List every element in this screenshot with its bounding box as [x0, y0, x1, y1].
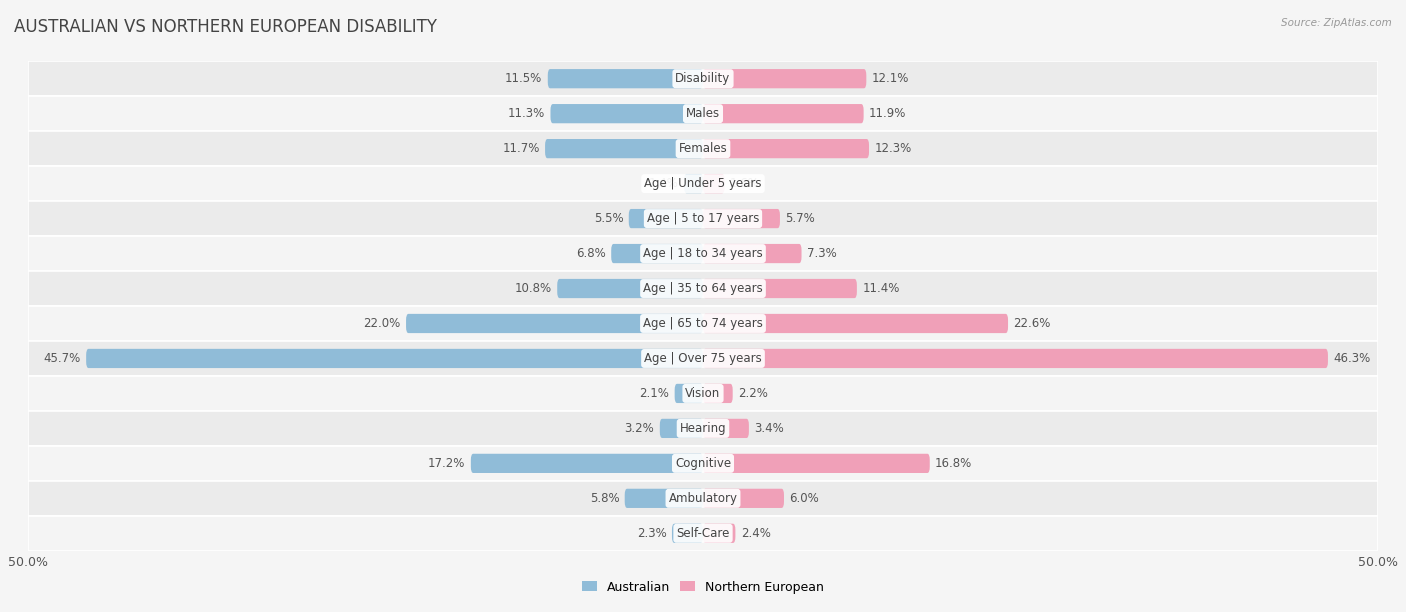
FancyBboxPatch shape — [628, 209, 703, 228]
Text: 3.4%: 3.4% — [754, 422, 785, 435]
Text: Age | 35 to 64 years: Age | 35 to 64 years — [643, 282, 763, 295]
FancyBboxPatch shape — [703, 314, 1008, 333]
Text: 11.9%: 11.9% — [869, 107, 907, 120]
FancyBboxPatch shape — [703, 209, 780, 228]
Text: 5.5%: 5.5% — [593, 212, 623, 225]
FancyBboxPatch shape — [703, 384, 733, 403]
Text: Vision: Vision — [685, 387, 721, 400]
Text: Hearing: Hearing — [679, 422, 727, 435]
Bar — [28, 376, 1378, 411]
Text: 22.6%: 22.6% — [1014, 317, 1050, 330]
FancyBboxPatch shape — [672, 524, 703, 543]
Text: 10.8%: 10.8% — [515, 282, 551, 295]
Text: Age | 18 to 34 years: Age | 18 to 34 years — [643, 247, 763, 260]
FancyBboxPatch shape — [703, 244, 801, 263]
Text: Ambulatory: Ambulatory — [668, 492, 738, 505]
Text: Age | 65 to 74 years: Age | 65 to 74 years — [643, 317, 763, 330]
FancyBboxPatch shape — [703, 174, 724, 193]
Bar — [28, 411, 1378, 446]
Text: Females: Females — [679, 142, 727, 155]
Bar — [28, 201, 1378, 236]
FancyBboxPatch shape — [659, 419, 703, 438]
Bar — [28, 446, 1378, 481]
Bar — [28, 131, 1378, 166]
FancyBboxPatch shape — [551, 104, 703, 123]
Text: 46.3%: 46.3% — [1333, 352, 1371, 365]
Legend: Australian, Northern European: Australian, Northern European — [582, 581, 824, 594]
FancyBboxPatch shape — [557, 279, 703, 298]
Bar — [28, 271, 1378, 306]
Bar — [28, 516, 1378, 551]
Text: 2.2%: 2.2% — [738, 387, 768, 400]
Bar — [28, 306, 1378, 341]
Text: Source: ZipAtlas.com: Source: ZipAtlas.com — [1281, 18, 1392, 28]
Text: Age | Under 5 years: Age | Under 5 years — [644, 177, 762, 190]
Text: Cognitive: Cognitive — [675, 457, 731, 470]
Text: 12.3%: 12.3% — [875, 142, 911, 155]
FancyBboxPatch shape — [703, 489, 785, 508]
Text: 5.7%: 5.7% — [786, 212, 815, 225]
Text: 5.8%: 5.8% — [589, 492, 619, 505]
Text: 45.7%: 45.7% — [44, 352, 80, 365]
Text: 6.8%: 6.8% — [576, 247, 606, 260]
FancyBboxPatch shape — [548, 69, 703, 88]
Text: 1.4%: 1.4% — [648, 177, 679, 190]
FancyBboxPatch shape — [703, 419, 749, 438]
Text: 11.7%: 11.7% — [502, 142, 540, 155]
Text: Age | 5 to 17 years: Age | 5 to 17 years — [647, 212, 759, 225]
Text: 2.1%: 2.1% — [640, 387, 669, 400]
FancyBboxPatch shape — [703, 139, 869, 159]
FancyBboxPatch shape — [612, 244, 703, 263]
FancyBboxPatch shape — [703, 279, 856, 298]
FancyBboxPatch shape — [546, 139, 703, 159]
Text: 11.4%: 11.4% — [862, 282, 900, 295]
Text: 22.0%: 22.0% — [363, 317, 401, 330]
Bar — [28, 96, 1378, 131]
Bar — [28, 341, 1378, 376]
FancyBboxPatch shape — [471, 453, 703, 473]
Text: Disability: Disability — [675, 72, 731, 85]
FancyBboxPatch shape — [703, 104, 863, 123]
FancyBboxPatch shape — [685, 174, 703, 193]
FancyBboxPatch shape — [703, 453, 929, 473]
Text: 11.5%: 11.5% — [505, 72, 543, 85]
Text: 6.0%: 6.0% — [789, 492, 820, 505]
FancyBboxPatch shape — [675, 384, 703, 403]
Text: 3.2%: 3.2% — [624, 422, 654, 435]
FancyBboxPatch shape — [624, 489, 703, 508]
Text: 12.1%: 12.1% — [872, 72, 910, 85]
FancyBboxPatch shape — [703, 524, 735, 543]
Text: Age | Over 75 years: Age | Over 75 years — [644, 352, 762, 365]
Text: 2.4%: 2.4% — [741, 527, 770, 540]
FancyBboxPatch shape — [703, 349, 1327, 368]
Text: Males: Males — [686, 107, 720, 120]
Text: 17.2%: 17.2% — [427, 457, 465, 470]
FancyBboxPatch shape — [406, 314, 703, 333]
Text: 1.6%: 1.6% — [730, 177, 759, 190]
Bar — [28, 236, 1378, 271]
Bar — [28, 61, 1378, 96]
Bar — [28, 166, 1378, 201]
Text: 16.8%: 16.8% — [935, 457, 973, 470]
FancyBboxPatch shape — [703, 69, 866, 88]
Text: 7.3%: 7.3% — [807, 247, 837, 260]
FancyBboxPatch shape — [86, 349, 703, 368]
Text: Self-Care: Self-Care — [676, 527, 730, 540]
Bar — [28, 481, 1378, 516]
Text: 11.3%: 11.3% — [508, 107, 546, 120]
Text: AUSTRALIAN VS NORTHERN EUROPEAN DISABILITY: AUSTRALIAN VS NORTHERN EUROPEAN DISABILI… — [14, 18, 437, 36]
Text: 2.3%: 2.3% — [637, 527, 666, 540]
